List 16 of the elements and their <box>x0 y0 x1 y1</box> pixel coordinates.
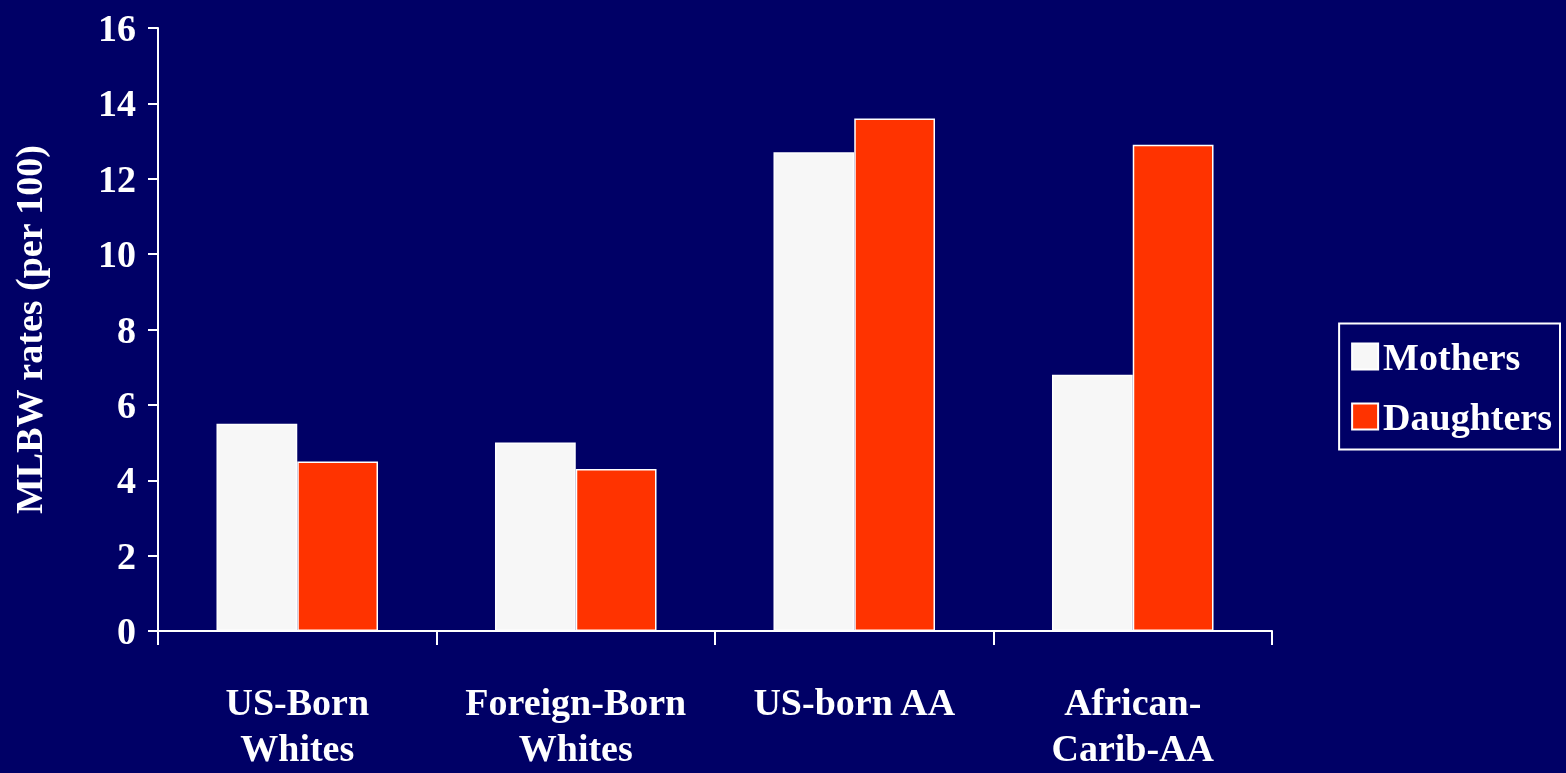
x-tick-label: US-Born Whites <box>225 681 370 769</box>
y-axis-title: MLBW rates (per 100) <box>8 144 51 515</box>
y-tick-label: 12 <box>98 157 136 200</box>
y-tick-label: 6 <box>117 383 136 426</box>
y-tick-label: 0 <box>117 610 136 652</box>
x-tick-label: Foreign-Born Whites <box>465 681 687 769</box>
y-tick-label: 14 <box>98 82 136 125</box>
legend-label: Mothers <box>1383 335 1521 378</box>
x-tick-label: African-Carib-AA <box>1051 681 1215 769</box>
y-tick-label: 4 <box>117 459 136 502</box>
x-tick-label: US-born AA <box>753 681 956 723</box>
y-tick-label: 10 <box>98 233 136 276</box>
legend-label: Daughters <box>1383 395 1553 438</box>
y-tick-label: 2 <box>117 534 136 577</box>
y-tick-label: 8 <box>117 308 136 351</box>
y-tick-label: 16 <box>98 7 136 49</box>
